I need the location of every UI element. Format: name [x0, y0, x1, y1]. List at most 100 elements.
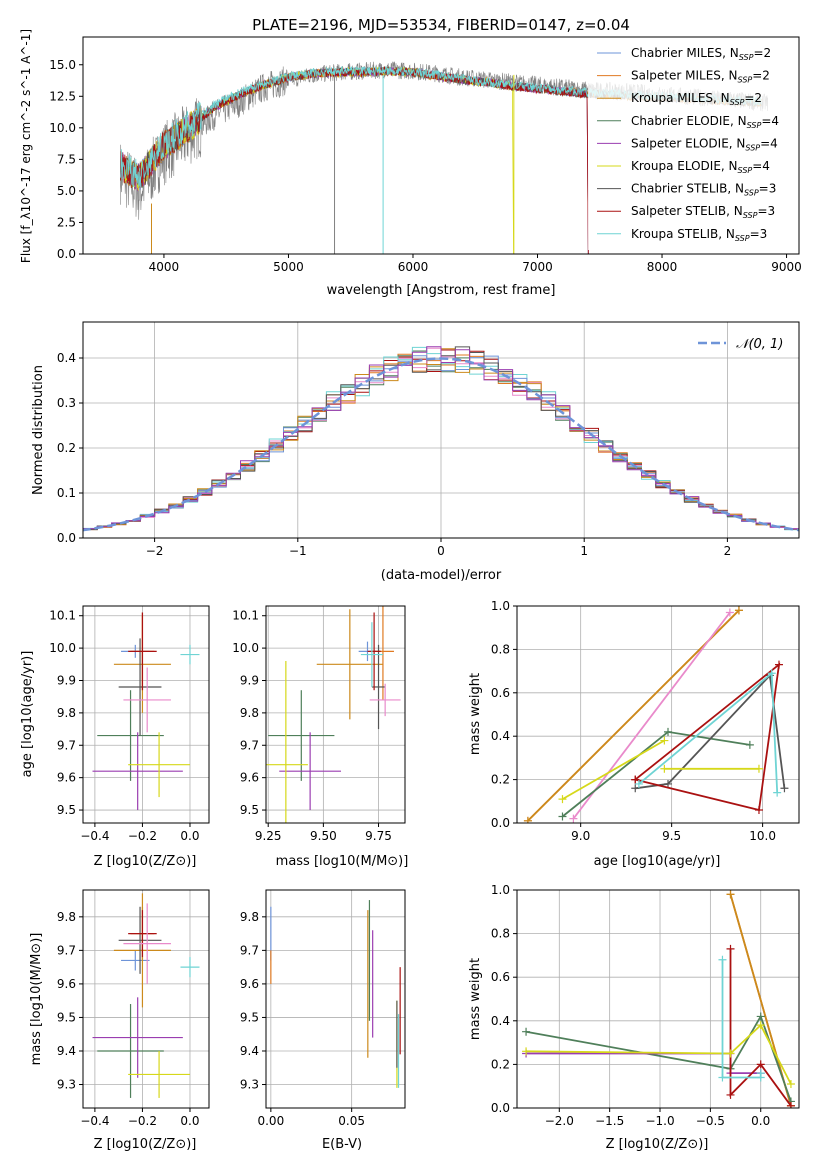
spectrum-frame [82, 36, 800, 255]
weight-z-ytick-label: 0.8 [491, 927, 510, 941]
histogram-xtick-label: 2 [724, 544, 732, 558]
mass-ebv-ytick-label: 9.7 [240, 943, 259, 957]
age-mass-xtick-label: 9.75 [365, 829, 392, 843]
weight-z-point-marker [718, 955, 727, 964]
weight-age-series-line [562, 739, 665, 800]
age-z-xtick-label: −0.2 [128, 829, 157, 843]
weight-age-point-marker [558, 812, 567, 821]
age-mass-ytick-label: 9.6 [240, 771, 259, 785]
histogram-ytick-label: 0.4 [57, 351, 76, 365]
histogram-ytick-label: 0.1 [57, 486, 76, 500]
weight-age-point-marker [734, 606, 743, 615]
spectrum-xtick-label: 6000 [398, 260, 429, 274]
weight-z-frame [516, 889, 800, 1109]
age-mass-ytick-label: 9.5 [240, 803, 259, 817]
weight-age-frame [516, 605, 800, 824]
spectrum-model-line [120, 66, 589, 254]
mass-ebv-xtick-label: 0.05 [338, 1114, 365, 1128]
spectrum-xlabel: wavelength [Angstrom, rest frame] [327, 283, 556, 298]
spectrum-xtick-label: 4000 [149, 260, 180, 274]
weight-z-xtick-label: −1.5 [595, 1114, 624, 1128]
spectrum-xtick-label: 9000 [771, 260, 802, 274]
age-mass-ytick-label: 9.8 [240, 706, 259, 720]
mass-z-xlabel: Z [log10(Z/Z⊙)] [94, 1137, 197, 1152]
mass-z-ytick-label: 9.3 [57, 1078, 76, 1092]
spectrum-model-line [120, 66, 589, 254]
spectrum-legend-label: Salpeter STELIB, NSSP=3 [631, 204, 775, 220]
age-mass-xtick-label: 9.50 [310, 829, 337, 843]
mass-z-ylabel: mass [log10(M/M⊙)] [29, 933, 44, 1066]
weight-age-point-marker [664, 727, 673, 736]
weight-z-point-marker [718, 1073, 727, 1082]
weight-age-series-line [572, 611, 731, 820]
weight-z-ylabel: mass weight [468, 958, 483, 1040]
age-z-ytick-label: 9.8 [57, 706, 76, 720]
weight-age-point-marker [745, 740, 754, 749]
age-z-ytick-label: 9.5 [57, 803, 76, 817]
spectrum-legend-label: Chabrier ELODIE, NSSP=4 [631, 114, 779, 130]
weight-age-ytick-label: 0.2 [491, 773, 510, 787]
spectrum-ytick-label: 12.5 [49, 89, 76, 103]
weight-age-point-marker [780, 784, 789, 793]
spectrum-xtick-label: 7000 [522, 260, 553, 274]
histogram-legend-label: 𝒩(0, 1) [736, 337, 783, 352]
histogram-step [83, 346, 799, 532]
spectrum-ytick-label: 5.0 [57, 184, 76, 198]
spectrum-legend-label: Kroupa ELODIE, NSSP=4 [631, 159, 770, 175]
weight-age-ytick-label: 0.8 [491, 642, 510, 656]
weight-z-ytick-label: 0.2 [491, 1057, 510, 1071]
weight-z-point-marker [756, 1069, 765, 1078]
weight-z-point-marker [756, 1021, 765, 1030]
weight-age-series-line [634, 662, 781, 812]
spectrum-ytick-label: 2.5 [57, 215, 76, 229]
weight-age-point-marker [569, 814, 578, 823]
weight-age-point-marker [558, 795, 567, 804]
mass-vs-ebv-panel: E(B-V) 0.00 0.05 9.3 9.4 9.5 9.6 9.7 9.8 [240, 889, 406, 1152]
weight-z-xtick-label: −0.5 [696, 1114, 725, 1128]
age-mass-ytick-label: 10.1 [232, 609, 259, 623]
weight-age-point-marker [634, 779, 643, 788]
weight-age-xtick-label: 9.0 [571, 829, 590, 843]
weight-age-ytick-label: 0.6 [491, 686, 510, 700]
mass-ebv-ytick-label: 9.8 [240, 910, 259, 924]
age-vs-z-panel: Z [log10(Z/Z⊙)] age [log10(age/yr)] −0.4… [20, 605, 210, 869]
weight-age-point-marker [774, 660, 783, 669]
weight-age-series-line [638, 671, 779, 793]
weight-age-point-marker [660, 736, 669, 745]
weight-age-point-marker [767, 669, 776, 678]
age-z-frame [82, 605, 210, 824]
weight-z-point-marker [786, 1080, 795, 1089]
weight-age-xtick-label: 10.0 [749, 829, 776, 843]
spectrum-ytick-label: 15.0 [49, 58, 76, 72]
residual-histogram-panel: (data-model)/error Normed distribution −… [31, 321, 800, 583]
spectrum-legend-label: Chabrier STELIB, NSSP=3 [631, 182, 776, 198]
spectrum-title: PLATE=2196, MJD=53534, FIBERID=0147, z=0… [252, 16, 630, 34]
age-z-ytick-label: 9.9 [57, 673, 76, 687]
spectrum-legend-label: Chabrier MILES, NSSP=2 [631, 46, 771, 62]
weight-z-ytick-label: 0.0 [491, 1101, 510, 1115]
weight-z-point-marker [522, 1027, 531, 1036]
spectrum-xtick-label: 5000 [273, 260, 304, 274]
weight-z-point-marker [726, 1049, 735, 1058]
mass-ebv-xlabel: E(B-V) [322, 1137, 362, 1152]
age-vs-mass-panel: mass [log10(M/M⊙)] 9.25 9.50 9.75 9.5 9.6 9.7… [232, 605, 408, 869]
weight-z-point-marker [786, 1101, 795, 1108]
weight-z-ytick-label: 0.6 [491, 970, 510, 984]
spectrum-legend-label: Kroupa MILES, NSSP=2 [631, 91, 762, 107]
mass-vs-z-panel: Z [log10(Z/Z⊙)] mass [log10(M/M⊙)] −0.4 −… [29, 889, 210, 1152]
mass-ebv-ytick-label: 9.4 [240, 1044, 259, 1058]
age-z-ylabel: age [log10(age/yr)] [20, 651, 35, 778]
weight-z-series-line [525, 1014, 792, 1102]
weight-age-point-marker [754, 805, 763, 814]
weight-age-ylabel: mass weight [468, 673, 483, 755]
weight-age-ytick-label: 0.0 [491, 816, 510, 830]
weight-z-xlabel: Z [log10(Z/Z⊙)] [606, 1137, 709, 1152]
age-mass-ytick-label: 9.7 [240, 738, 259, 752]
weight-age-point-marker [631, 775, 640, 784]
weight-z-xtick-label: 0.0 [751, 1114, 770, 1128]
age-mass-frame [265, 605, 406, 824]
mass-z-xtick-label: −0.2 [128, 1114, 157, 1128]
mass-ebv-xtick-label: 0.00 [257, 1114, 284, 1128]
histogram-xtick-label: −2 [146, 544, 164, 558]
